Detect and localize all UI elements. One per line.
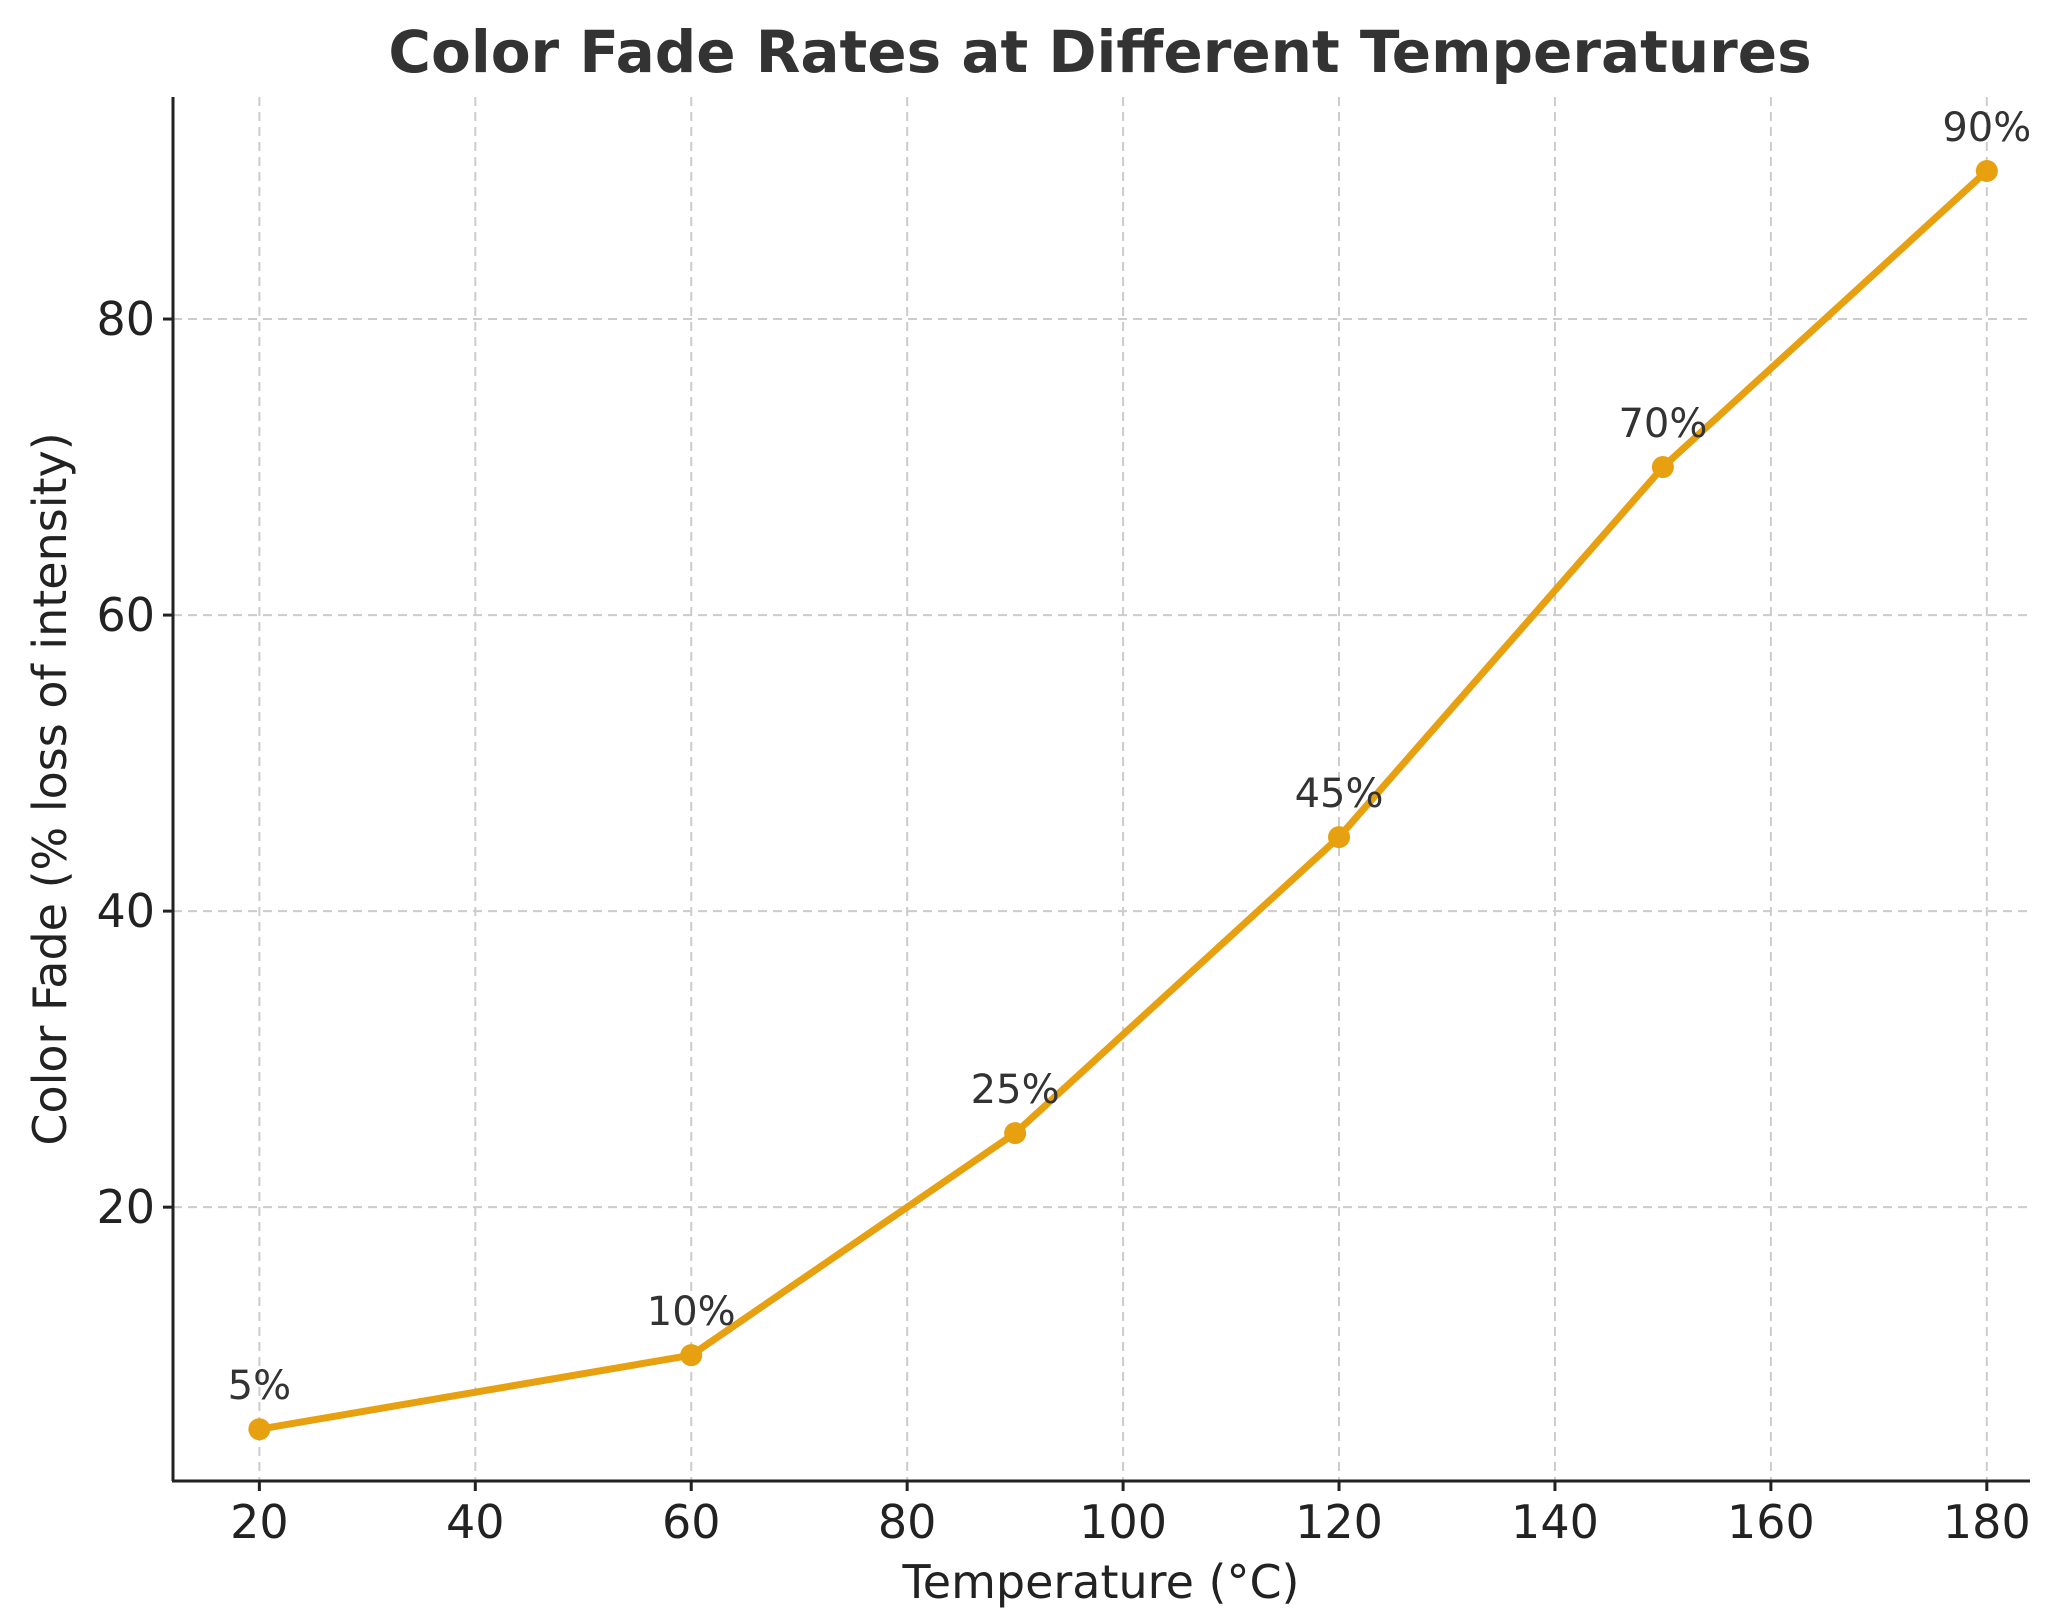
data-label: 25%: [971, 1067, 1060, 1113]
data-label: 10%: [647, 1289, 736, 1335]
data-series: [255, 167, 1991, 1433]
data-point: [680, 1344, 703, 1367]
y-tick-label: 20: [96, 1180, 155, 1234]
y-tick-label: 60: [96, 588, 155, 642]
x-axis-ticks: 20 40 60 80 100 120 140 160 180: [230, 1481, 2031, 1549]
x-axis-label: Temperature (°C): [901, 1555, 1299, 1609]
y-axis-ticks: 20 40 60 80: [96, 292, 173, 1234]
data-label: 90%: [1942, 105, 2031, 151]
y-tick-label: 80: [96, 292, 155, 346]
data-points: [248, 160, 1998, 1441]
x-tick-label: 100: [1079, 1495, 1167, 1549]
series-line: [255, 167, 1991, 1433]
data-point: [248, 1418, 271, 1441]
data-labels: 5% 10% 25% 45% 70% 90%: [228, 105, 2032, 1409]
x-tick-label: 180: [1943, 1495, 2031, 1549]
chart-title: Color Fade Rates at Different Temperatur…: [388, 18, 1811, 86]
x-tick-label: 20: [230, 1495, 289, 1549]
grid: [173, 97, 2030, 1481]
axes: [171, 97, 2030, 1483]
data-point: [1975, 160, 1998, 183]
y-axis-label: Color Fade (% loss of intensity): [23, 432, 77, 1145]
data-point: [1328, 826, 1351, 849]
y-tick-label: 40: [96, 884, 155, 938]
x-tick-label: 40: [446, 1495, 505, 1549]
x-tick-label: 80: [878, 1495, 937, 1549]
data-label: 70%: [1618, 401, 1707, 447]
x-tick-label: 140: [1511, 1495, 1599, 1549]
data-point: [1651, 456, 1674, 479]
x-tick-label: 160: [1727, 1495, 1815, 1549]
x-tick-label: 60: [662, 1495, 721, 1549]
data-label: 45%: [1295, 771, 1384, 817]
data-point: [1004, 1122, 1027, 1145]
data-label: 5%: [228, 1363, 291, 1409]
x-tick-label: 120: [1295, 1495, 1383, 1549]
